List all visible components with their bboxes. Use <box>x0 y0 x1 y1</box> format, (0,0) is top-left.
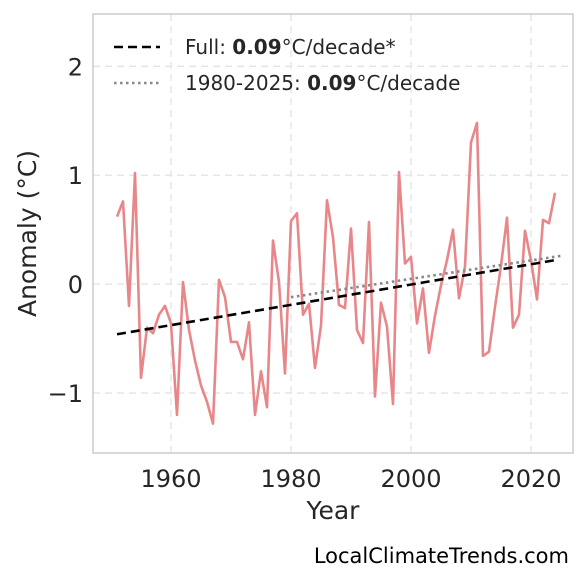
anomaly-series-line <box>115 121 557 425</box>
y-axis-title: Anomaly (°C) <box>13 150 42 317</box>
x-tick-label: 2000 <box>380 465 441 493</box>
y-tick-label: 2 <box>68 53 83 81</box>
series-layer <box>115 121 557 425</box>
y-tick-label: −1 <box>48 380 83 408</box>
legend-entry-1980-2025: 1980-2025: 0.09°C/decade <box>185 71 460 95</box>
legend: Full: 0.09°C/decade* 1980-2025: 0.09°C/d… <box>114 35 460 95</box>
y-tick-label: 1 <box>68 162 83 190</box>
y-tick-label: 0 <box>68 271 83 299</box>
x-axis-title: Year <box>306 496 361 525</box>
trend-layer <box>116 254 562 336</box>
grid <box>93 14 573 453</box>
trend-line-full <box>116 258 556 336</box>
x-tick-label: 2020 <box>500 465 561 493</box>
legend-entry-full: Full: 0.09°C/decade* <box>185 35 396 59</box>
site-credit: LocalClimateTrends.com <box>313 544 569 568</box>
plot-frame <box>92 13 574 454</box>
x-tick-label: 1980 <box>260 465 321 493</box>
x-tick-label: 1960 <box>140 465 201 493</box>
tick-labels: 1960 1980 2000 2020 2 1 0 −1 <box>48 53 562 493</box>
